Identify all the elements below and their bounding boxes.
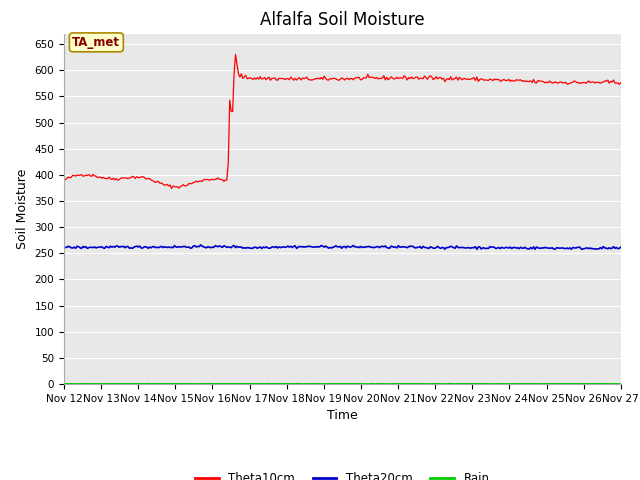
Line: Theta10cm: Theta10cm — [64, 55, 621, 189]
Theta20cm — [97, 244, 104, 250]
Line: Theta20cm: Theta20cm — [64, 245, 621, 249]
Rain — [97, 381, 104, 387]
Rain — [223, 381, 230, 386]
Y-axis label: Soil Moisture: Soil Moisture — [16, 168, 29, 249]
Theta20cm — [578, 246, 586, 252]
Rain — [79, 381, 87, 387]
Theta10cm — [168, 186, 175, 192]
Theta20cm — [616, 245, 623, 251]
Text: TA_met: TA_met — [72, 36, 120, 49]
Rain — [348, 381, 356, 387]
Rain — [458, 381, 466, 386]
Theta10cm — [97, 174, 104, 180]
Theta10cm — [616, 82, 623, 87]
Theta20cm — [60, 245, 68, 251]
Theta10cm — [543, 79, 550, 85]
Rain — [544, 381, 552, 387]
Theta20cm — [348, 244, 356, 250]
Legend: Theta10cm, Theta20cm, Rain: Theta10cm, Theta20cm, Rain — [191, 467, 494, 480]
Theta10cm — [79, 173, 87, 179]
Rain — [616, 381, 623, 387]
Theta20cm — [617, 244, 625, 250]
Rain — [541, 381, 549, 386]
Theta10cm — [232, 52, 239, 58]
Theta20cm — [197, 242, 205, 248]
X-axis label: Time: Time — [327, 409, 358, 422]
Theta10cm — [349, 77, 357, 83]
Theta20cm — [458, 244, 466, 250]
Theta20cm — [79, 244, 87, 250]
Rain — [617, 381, 625, 387]
Title: Alfalfa Soil Moisture: Alfalfa Soil Moisture — [260, 11, 425, 29]
Rain — [60, 381, 68, 387]
Theta10cm — [617, 80, 625, 85]
Theta10cm — [60, 177, 68, 182]
Theta20cm — [541, 244, 549, 250]
Theta10cm — [460, 75, 468, 81]
